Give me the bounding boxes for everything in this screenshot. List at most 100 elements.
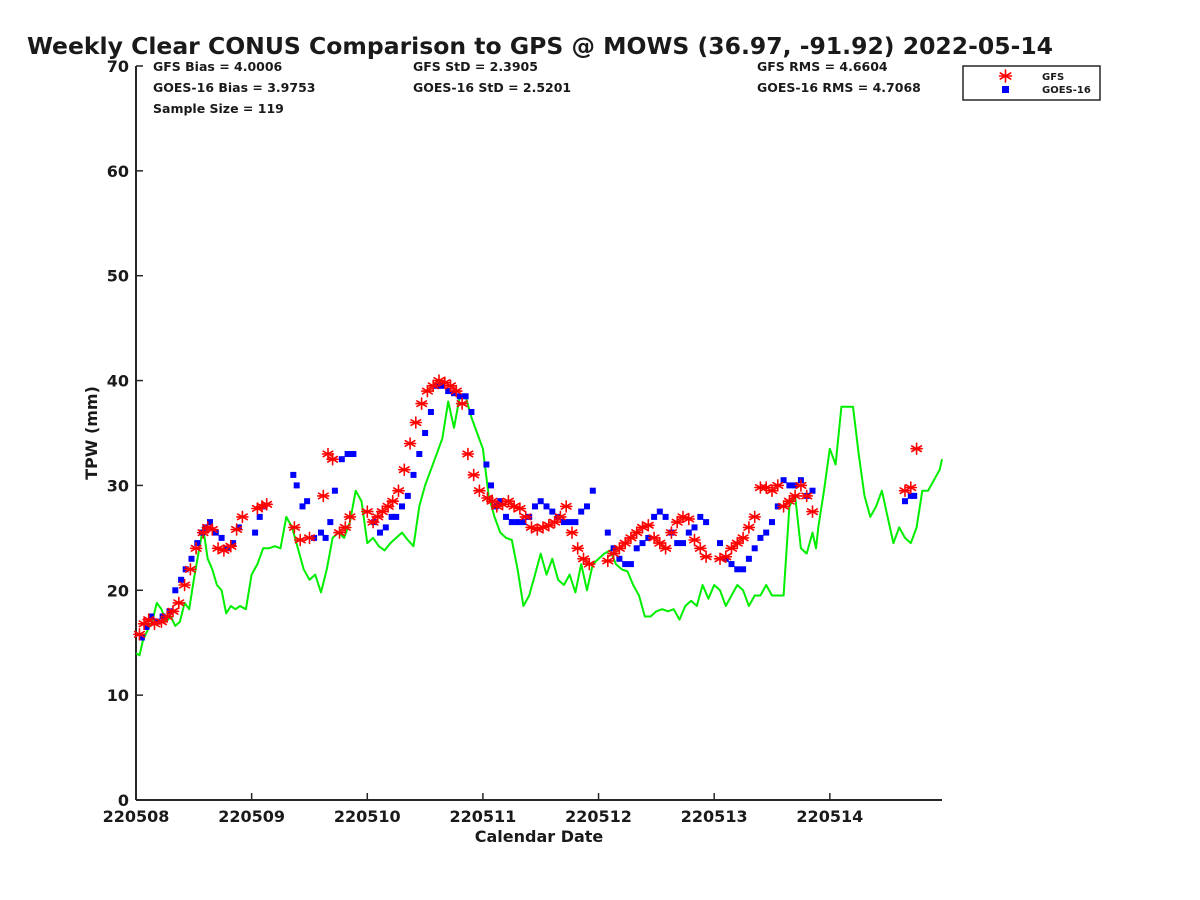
goes-point — [143, 624, 150, 630]
goes-point — [410, 471, 417, 478]
goes-point — [680, 540, 686, 547]
gfs-point — [133, 627, 146, 641]
gfs-point — [613, 541, 626, 555]
chart-title: Weekly Clear CONUS Comparison to GPS @ M… — [27, 32, 1053, 60]
goes-series — [138, 382, 918, 641]
gfs-point — [172, 596, 186, 610]
gfs-point — [800, 489, 814, 503]
y-tick-label: 20 — [107, 581, 129, 600]
goes-point — [399, 503, 405, 510]
goes-point — [740, 566, 747, 573]
x-tick-label: 220508 — [103, 807, 170, 826]
goes-point — [218, 534, 225, 541]
gfs-point — [565, 526, 579, 539]
gfs-point — [403, 437, 417, 450]
gfs-point — [659, 541, 672, 555]
goes-point — [697, 513, 704, 520]
goes-point — [578, 508, 585, 515]
gfs-point — [548, 515, 561, 529]
goes-bias-text: GOES-16 Bias = 3.9753 — [153, 80, 316, 95]
gfs-point — [196, 526, 210, 539]
gfs-point — [155, 615, 168, 629]
goes-point — [230, 540, 237, 547]
goes-point — [809, 487, 816, 494]
gfs-point — [397, 463, 411, 477]
gfs-point — [326, 452, 339, 466]
goes-point — [377, 529, 383, 536]
gfs-point — [316, 489, 330, 503]
y-tick-label: 60 — [107, 162, 129, 181]
goes-point — [293, 482, 300, 489]
gfs-point — [449, 384, 463, 398]
goes-point — [627, 561, 634, 568]
gfs-point — [571, 541, 585, 555]
gfs-point — [693, 541, 707, 555]
gfs-point — [688, 533, 701, 547]
goes-point — [751, 545, 758, 552]
gfs-point — [777, 500, 790, 513]
goes-point — [907, 492, 914, 499]
gfs-point — [641, 518, 655, 532]
y-tick-label: 30 — [107, 476, 129, 495]
goes-point — [902, 498, 908, 505]
x-tick-label: 220514 — [796, 807, 863, 826]
goes-point — [350, 451, 357, 457]
goes-point — [503, 513, 509, 520]
goes-point — [338, 456, 345, 463]
gfs-point — [559, 500, 573, 513]
goes-point — [703, 519, 710, 526]
y-tick-label: 40 — [107, 372, 129, 391]
y-axis-ticks: 0 10 20 30 40 50 60 70 — [107, 57, 143, 810]
goes-point — [651, 513, 658, 520]
gfs-point — [665, 526, 678, 539]
x-tick-label: 220509 — [218, 807, 285, 826]
gfs-point — [303, 531, 316, 545]
goes-point — [622, 561, 629, 568]
gfs-point — [224, 539, 238, 553]
goes-point — [537, 498, 544, 505]
x-tick-label: 220512 — [565, 807, 632, 826]
goes-point — [674, 540, 681, 547]
gfs-point — [386, 494, 400, 508]
goes-point — [172, 587, 179, 594]
gfs-point — [366, 515, 380, 529]
goes-point — [639, 540, 646, 547]
goes-point — [304, 498, 311, 505]
gfs-point — [699, 550, 713, 564]
gfs-rms-text: GFS RMS = 4.6604 — [757, 59, 888, 74]
gfs-point — [189, 541, 203, 555]
y-axis-label: TPW (mm) — [82, 386, 101, 480]
gfs-point — [519, 510, 533, 524]
goes-point — [769, 519, 775, 526]
goes-point — [194, 540, 201, 547]
gps-line — [135, 395, 943, 657]
goes-point — [745, 555, 752, 562]
legend: GFS GOES-16 — [962, 65, 1101, 101]
goes-point — [382, 524, 389, 531]
gfs-point — [444, 379, 457, 393]
y-tick-label: 50 — [107, 267, 129, 286]
goes-point — [497, 498, 504, 505]
goes-point — [560, 519, 567, 526]
goes-point — [584, 503, 590, 510]
goes-point — [488, 482, 494, 489]
goes-point — [566, 519, 573, 526]
goes-point — [404, 492, 411, 499]
y-tick-label: 70 — [107, 57, 129, 76]
gfs-point — [473, 484, 486, 498]
gfs-point — [748, 510, 762, 524]
goes-point — [532, 503, 538, 510]
gfs-point — [513, 502, 527, 515]
goes-point — [604, 529, 611, 536]
goes-point — [757, 534, 764, 541]
goes-point — [207, 519, 213, 526]
x-tick-label: 220513 — [681, 807, 748, 826]
goes-point — [717, 540, 723, 547]
x-tick-label: 220510 — [334, 807, 401, 826]
goes-point — [662, 513, 669, 520]
gfs-point — [742, 521, 756, 534]
goes-point — [483, 461, 490, 468]
goes-point — [514, 519, 521, 526]
gfs-point — [455, 397, 469, 410]
goes-point — [468, 409, 475, 415]
